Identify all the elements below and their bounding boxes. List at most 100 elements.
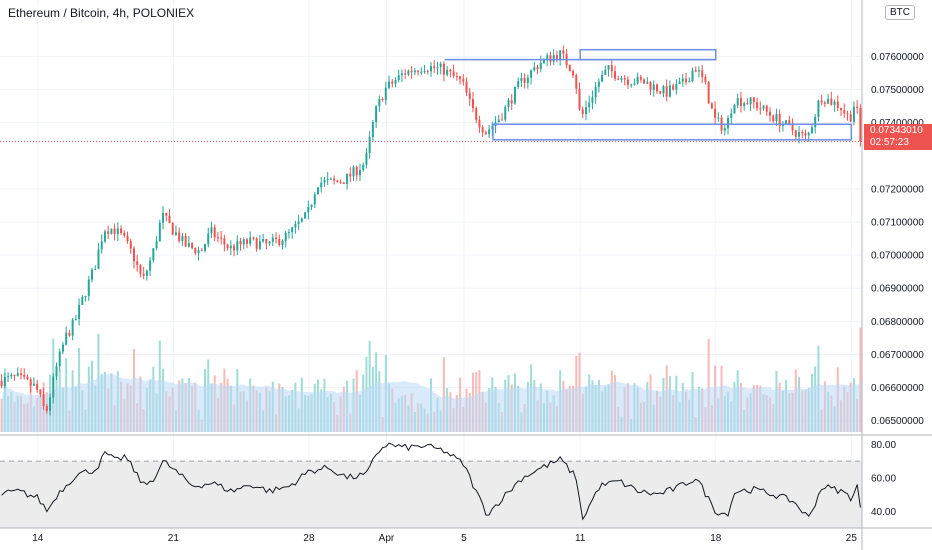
candle-body xyxy=(584,107,587,115)
candle-body xyxy=(827,98,830,104)
candle-body xyxy=(723,128,726,131)
candle-body xyxy=(436,67,439,69)
rsi-pane xyxy=(0,442,862,529)
candle-body xyxy=(452,71,455,76)
candle-body xyxy=(213,227,216,238)
volume-layer xyxy=(0,327,862,432)
candle-body xyxy=(294,223,297,228)
candle-body xyxy=(204,244,207,251)
candle-body xyxy=(317,187,320,195)
volume-bar xyxy=(442,357,445,432)
candle-body xyxy=(833,101,836,105)
volume-bar xyxy=(859,327,862,432)
candle-body xyxy=(49,397,52,411)
candle-body xyxy=(559,50,562,60)
volume-bar xyxy=(707,338,710,432)
candle-body xyxy=(804,133,807,136)
currency-badge[interactable]: BTC xyxy=(885,5,915,20)
candle-body xyxy=(404,73,407,75)
candle-body xyxy=(636,76,639,84)
candle-body xyxy=(714,108,717,118)
candle-body xyxy=(520,77,523,82)
candle-body xyxy=(859,108,862,142)
candle-body xyxy=(426,71,429,73)
candle-body xyxy=(19,373,22,375)
candle-body xyxy=(329,178,332,180)
candle-body xyxy=(36,383,39,390)
candle-body xyxy=(530,70,533,78)
candle-body xyxy=(817,100,820,117)
candle-body xyxy=(136,261,139,266)
candle-body xyxy=(488,129,491,135)
candle-body xyxy=(433,66,436,69)
candle-body xyxy=(323,179,326,183)
candle-body xyxy=(123,233,126,236)
candle-body xyxy=(533,67,536,71)
candle-body xyxy=(129,241,132,249)
candle-body xyxy=(200,250,203,252)
time-tick-label: 28 xyxy=(303,533,315,544)
candle-body xyxy=(313,194,316,205)
candle-body xyxy=(181,235,184,242)
candle-body xyxy=(223,238,226,245)
candle-body xyxy=(410,70,413,73)
candle-body xyxy=(691,70,694,82)
candle-body xyxy=(168,215,171,223)
candle-body xyxy=(207,233,210,245)
candle-body xyxy=(704,77,707,82)
candle-body xyxy=(497,119,500,123)
candle-body xyxy=(307,206,310,213)
candle-body xyxy=(478,120,481,128)
candle-body xyxy=(65,332,68,345)
candle-body xyxy=(668,85,671,97)
candle-body xyxy=(249,237,252,244)
candle-body xyxy=(91,269,94,280)
candle-body xyxy=(552,55,555,62)
candle-body xyxy=(830,98,833,105)
candle-body xyxy=(291,227,294,233)
candle-body xyxy=(152,248,155,261)
candle-body xyxy=(245,239,248,244)
price-tick-label: 0.07100000 xyxy=(871,217,924,228)
candle-body xyxy=(504,106,507,120)
candle-body xyxy=(0,380,3,387)
candle-body xyxy=(423,71,426,73)
candle-body xyxy=(349,173,352,177)
candle-body xyxy=(84,295,87,298)
candle-body xyxy=(29,379,32,386)
annotation-layer[interactable] xyxy=(0,48,862,142)
candle-body xyxy=(526,77,529,83)
candle-body xyxy=(113,228,116,234)
price-tick-label: 0.07400000 xyxy=(871,118,924,129)
candle-body xyxy=(562,50,565,54)
candle-body xyxy=(110,228,113,234)
price-tick-label: 0.07600000 xyxy=(871,52,924,63)
candle-body xyxy=(707,81,710,104)
candle-body xyxy=(333,178,336,181)
candle-body xyxy=(13,374,16,376)
candle-body xyxy=(739,98,742,107)
candle-body xyxy=(68,332,71,336)
candle-body xyxy=(194,247,197,254)
candle-body xyxy=(394,80,397,84)
candle-body xyxy=(717,117,720,119)
candle-body xyxy=(517,81,520,87)
candle-body xyxy=(649,81,652,90)
candle-body xyxy=(174,232,177,235)
candle-body xyxy=(510,100,513,104)
candle-body xyxy=(449,69,452,72)
time-tick-label: 21 xyxy=(168,533,180,544)
candle-body xyxy=(16,373,19,376)
candle-body xyxy=(501,119,504,121)
candle-body xyxy=(155,241,158,249)
candle-body xyxy=(710,103,713,109)
candle-body xyxy=(52,376,55,398)
candle-body xyxy=(588,102,591,108)
candle-body xyxy=(575,75,578,89)
candle-body xyxy=(846,113,849,115)
candle-body xyxy=(97,249,100,269)
candle-body xyxy=(142,273,145,276)
